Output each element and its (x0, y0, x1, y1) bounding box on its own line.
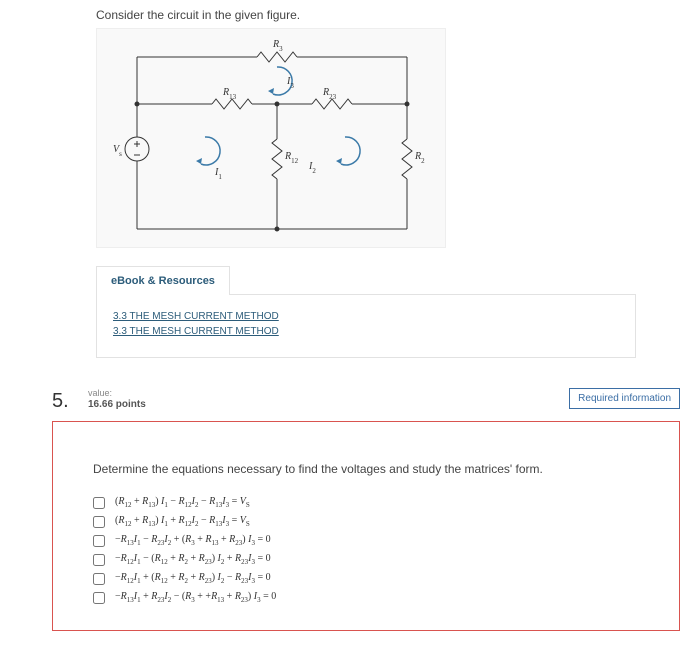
resource-link[interactable]: 3.3 THE MESH CURRENT METHOD (113, 326, 619, 337)
option-equation: (R12 + R13) I1 − R12I2 − R13I3 = VS (115, 496, 250, 509)
option-checkbox[interactable] (93, 516, 105, 528)
option-checkbox[interactable] (93, 554, 105, 566)
svg-text:R13: R13 (222, 87, 237, 101)
option-checkbox[interactable] (93, 573, 105, 585)
intro-text: Consider the circuit in the given figure… (96, 8, 700, 22)
svg-text:R3: R3 (272, 39, 283, 53)
option-row: −R12I1 + (R12 + R2 + R23) I2 − R23I3 = 0 (93, 572, 655, 585)
svg-text:Vs: Vs (113, 144, 122, 158)
option-checkbox[interactable] (93, 592, 105, 604)
question-number: 5. (52, 388, 88, 413)
option-row: −R13I1 − R23I2 + (R3 + R13 + R23) I3 = 0 (93, 534, 655, 547)
option-row: −R13I1 + R23I2 − (R3 + +R13 + R23) I3 = … (93, 591, 655, 604)
question-points: 16.66 points (88, 399, 569, 410)
svg-text:I1: I1 (214, 167, 222, 181)
svg-text:I2: I2 (308, 161, 316, 175)
resources-tab[interactable]: eBook & Resources (96, 266, 230, 295)
option-checkbox[interactable] (93, 535, 105, 547)
option-equation: −R12I1 − (R12 + R2 + R23) I2 + R23I3 = 0 (115, 553, 271, 566)
option-equation: −R13I1 − R23I2 + (R3 + R13 + R23) I3 = 0 (115, 534, 271, 547)
resource-link[interactable]: 3.3 THE MESH CURRENT METHOD (113, 311, 619, 322)
answer-panel: Determine the equations necessary to fin… (52, 421, 680, 631)
option-equation: −R13I1 + R23I2 − (R3 + +R13 + R23) I3 = … (115, 591, 276, 604)
circuit-diagram: R3 R13 R23 R12 R2 Vs I3 I1 I2 (96, 28, 446, 248)
option-checkbox[interactable] (93, 497, 105, 509)
option-equation: (R12 + R13) I1 + R12I2 − R13I3 = VS (115, 515, 250, 528)
question-prompt: Determine the equations necessary to fin… (93, 462, 655, 476)
option-equation: −R12I1 + (R12 + R2 + R23) I2 − R23I3 = 0 (115, 572, 271, 585)
option-row: −R12I1 − (R12 + R2 + R23) I2 + R23I3 = 0 (93, 553, 655, 566)
svg-text:R23: R23 (322, 87, 337, 101)
value-label: value: (88, 388, 569, 398)
option-row: (R12 + R13) I1 − R12I2 − R13I3 = VS (93, 496, 655, 509)
required-badge: Required information (569, 388, 680, 409)
svg-text:R12: R12 (284, 151, 299, 165)
svg-text:I3: I3 (286, 76, 294, 90)
svg-text:R2: R2 (414, 151, 425, 165)
resources-section: eBook & Resources 3.3 THE MESH CURRENT M… (96, 266, 636, 358)
option-row: (R12 + R13) I1 + R12I2 − R13I3 = VS (93, 515, 655, 528)
